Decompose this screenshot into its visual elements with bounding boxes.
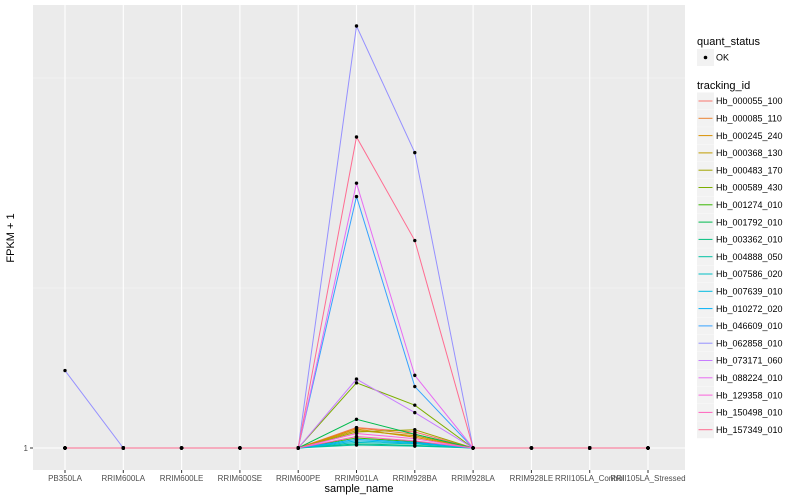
data-point-Hb_046609_010	[413, 384, 417, 389]
data-point-Hb_157349_010	[354, 135, 359, 139]
legend-tracking-label: Hb_129358_010	[716, 390, 783, 400]
legend-tracking-label: Hb_000245_240	[716, 131, 783, 141]
axes: PB350LA RRIM600LA RRIM600LE RRIM600SE RRIM60…	[24, 444, 686, 483]
x-tick-label: RRII105LA_Control	[555, 474, 625, 483]
data-point-Hb_062858_010	[413, 150, 417, 155]
legend-quant-items: OK	[697, 49, 729, 66]
data-point-Hb_073171_060	[354, 377, 359, 381]
data-point-Hb_157349_010	[529, 446, 534, 450]
legend-tracking-label: Hb_073171_060	[716, 356, 783, 366]
data-point-Hb_001792_010	[354, 417, 359, 422]
legend-tracking-label: Hb_046609_010	[716, 321, 783, 331]
legend-tracking-label: Hb_007586_020	[716, 269, 783, 279]
legend-tracking-label: Hb_003362_010	[716, 235, 783, 245]
data-point-Hb_157349_010	[63, 446, 67, 450]
legend-tracking-label: Hb_001792_010	[716, 217, 783, 227]
x-tick-label: RRIM928BA	[393, 474, 438, 483]
data-point-Hb_157349_010	[179, 446, 184, 450]
data-point-Hb_129358_010	[354, 431, 359, 436]
data-point-Hb_073171_060	[413, 410, 417, 415]
data-point-Hb_157349_010	[296, 446, 300, 450]
legend-quant-title: quant_status	[697, 36, 760, 48]
x-tick-label: RRIM600LA	[102, 474, 146, 483]
x-tick-label: PB350LA	[48, 474, 82, 483]
data-point-Hb_088224_010	[413, 373, 417, 378]
x-tick-label: RRIM600PE	[276, 474, 320, 483]
data-point-Hb_000589_430	[354, 381, 359, 385]
x-tick-label: RRIM928LE	[510, 474, 554, 483]
data-point-Hb_010272_020	[354, 437, 359, 442]
y-tick-label: 1	[24, 444, 29, 453]
data-point-Hb_157349_010	[238, 446, 242, 450]
legend-tracking-label: Hb_004888_050	[716, 252, 783, 262]
data-point-Hb_157349_010	[646, 446, 650, 450]
data-point-Hb_150498_010	[354, 434, 359, 439]
data-points	[63, 24, 650, 450]
data-point-Hb_046609_010	[354, 194, 359, 199]
legend-tracking-label: Hb_150498_010	[716, 408, 783, 418]
data-point-Hb_157349_010	[588, 446, 592, 450]
legend-point-icon	[703, 55, 708, 60]
data-point-Hb_004888_050	[354, 443, 359, 447]
legend-tracking-label: Hb_007639_010	[716, 287, 783, 297]
x-tick-label: RRIM928LA	[451, 474, 495, 483]
data-point-Hb_001792_010	[413, 432, 417, 436]
data-point-Hb_157349_010	[413, 238, 417, 243]
legend-tracking-label: Hb_000055_100	[716, 96, 783, 106]
x-tick-label: RRIM600SE	[218, 474, 262, 483]
data-point-Hb_088224_010	[354, 181, 359, 185]
data-point-Hb_157349_010	[471, 446, 475, 450]
legend-tracking-items: Hb_000055_100 Hb_000085_110 Hb_000245_240 H…	[697, 92, 783, 439]
legend: quant_status OK tracking_id Hb_000055_10…	[697, 36, 783, 439]
legend-tracking-label: Hb_001274_010	[716, 200, 783, 210]
legend-tracking-label: Hb_157349_010	[716, 425, 783, 435]
panel-background	[33, 5, 685, 470]
x-tick-label: RRIM901LA	[335, 474, 379, 483]
x-tick-label: RRII105LA_Stressed	[610, 474, 685, 483]
data-point-Hb_062858_010	[354, 24, 359, 28]
x-axis-title: sample_name	[324, 483, 393, 495]
data-point-Hb_000589_430	[413, 403, 417, 407]
legend-tracking-label: Hb_062858_010	[716, 338, 783, 348]
legend-tracking-label: Hb_000085_110	[716, 114, 782, 124]
data-point-Hb_157349_010	[121, 446, 126, 450]
legend-tracking-label: Hb_000589_430	[716, 183, 783, 193]
legend-tracking-title: tracking_id	[697, 80, 750, 92]
legend-tracking-label: Hb_010272_020	[716, 304, 783, 314]
data-point-Hb_062858_010	[63, 368, 67, 373]
legend-quant-label: OK	[716, 53, 729, 63]
legend-tracking-label: Hb_088224_010	[716, 373, 783, 383]
data-point-Hb_000483_170	[413, 428, 417, 432]
y-axis-title: FPKM + 1	[5, 213, 17, 262]
data-point-Hb_150498_010	[413, 439, 417, 443]
legend-tracking-label: Hb_000368_130	[716, 148, 783, 158]
legend-tracking-label: Hb_000483_170	[716, 165, 783, 175]
x-tick-label: RRIM600LE	[160, 474, 204, 483]
